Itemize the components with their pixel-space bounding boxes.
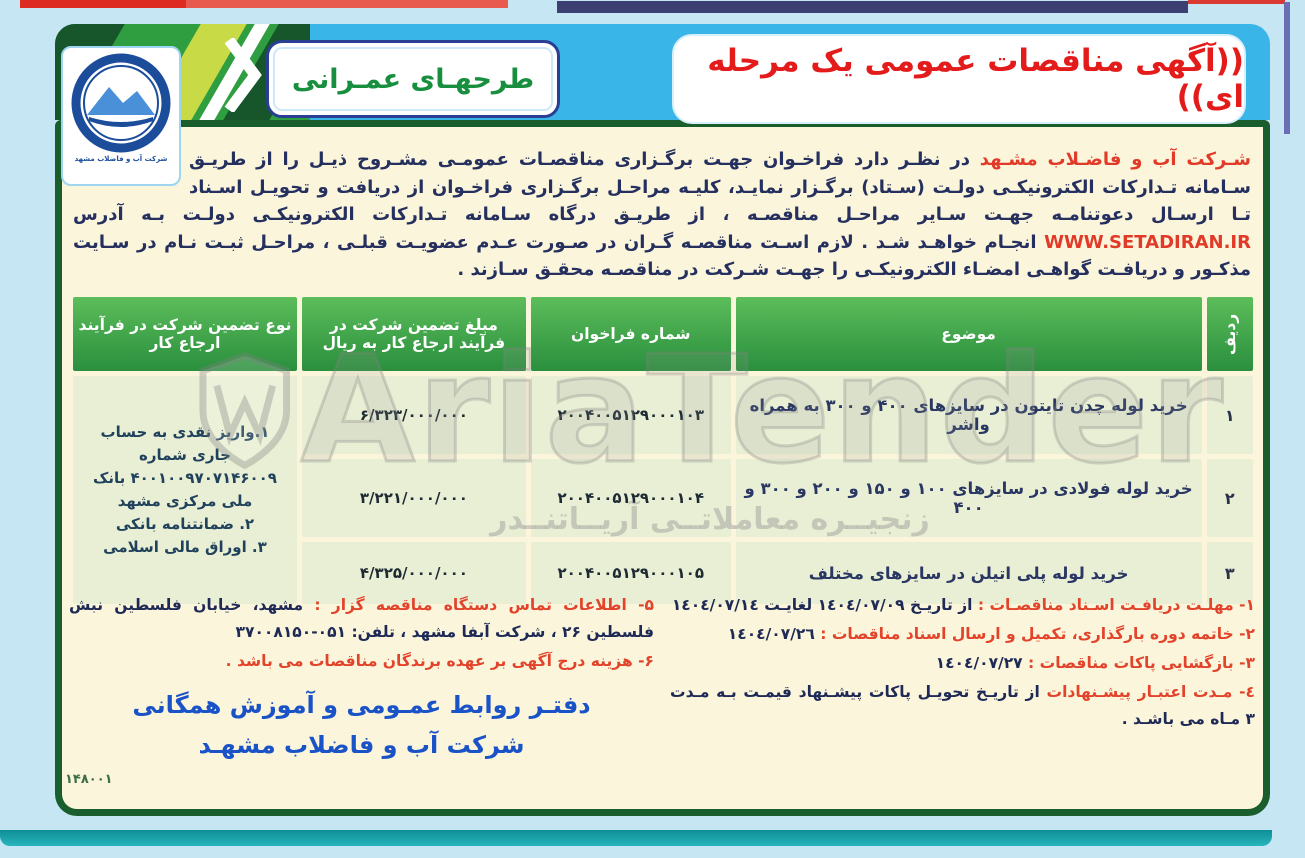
signature-company: شرکت آب و فاضلاب مشهـد [198, 731, 525, 759]
main-title-ribbon: ((آگهی مناقصات عمومی یک مرحله ای)) [672, 34, 1246, 124]
intro-body-2: انجـام خواهـد شـد . لازم اسـت مناقصـه گـ… [73, 231, 1251, 281]
water-company-logo-icon [71, 53, 171, 153]
guarantee-line: جاری شماره [138, 446, 231, 464]
serial-number: ۱۴۸۰۰۱ [65, 772, 113, 787]
table-header-row: ردیف موضوع شماره فراخوان مبلغ تضمین شرکت… [73, 297, 1253, 371]
top-navy-strip [557, 1, 1188, 13]
row-amount: ۳/۲۲۱/۰۰۰/۰۰۰ [301, 459, 526, 537]
row-amount: ۶/۳۲۳/۰۰۰/۰۰۰ [301, 376, 526, 454]
signature-office: دفتـر روابط عمـومی و آموزش همگانی [132, 691, 591, 719]
white-chevron-icon [224, 38, 262, 112]
note-label: ۲- خاتمه دوره بارگذاری، تکمیل و ارسال اس… [820, 625, 1255, 643]
note-label: ۶- هزینه درج آگهی بر عهده برندگان مناقصا… [225, 652, 654, 670]
note-label: ٤- مـدت اعتبـار پیشـنهادات [1046, 683, 1255, 701]
tender-table: ردیف موضوع شماره فراخوان مبلغ تضمین شرکت… [68, 292, 1258, 609]
note-text: ١٤٠٤/٠٧/٢٧ [935, 654, 1029, 672]
note-item-2: ۲- خاتمه دوره بارگذاری، تکمیل و ارسال اس… [670, 621, 1255, 648]
guarantee-type-cell: ۱.واریز نقدی به حساب جاری شماره ۴۰۰۱۰۰۹۷… [73, 376, 297, 604]
header-amount: مبلغ تضمین شرکت در فرآیند ارجاع کار به ر… [301, 297, 526, 371]
intro-paragraph: شـرکت آب و فاضـلاب مشـهد در نظـر دارد فر… [73, 146, 1251, 284]
table-row: ۳ خرید لوله پلی اتیلن در سایزهای مختلف ۲… [73, 542, 1253, 604]
row-call-no: ۲۰۰۴۰۰۵۱۲۹۰۰۰۱۰۴ [530, 459, 731, 537]
guarantee-line: ۴۰۰۱۰۰۹۷۰۷۱۴۶۰۰۹ بانک [92, 469, 277, 487]
header-call-no: شماره فراخوان [530, 297, 731, 371]
row-subject: خرید لوله فولادی در سایزهای ۱۰۰ و ۱۵۰ و … [735, 459, 1202, 537]
notes-right-column: ۱- مهلـت دریافـت اسـناد مناقصـات : از تا… [670, 592, 1255, 765]
guarantee-line: ۱.واریز نقدی به حساب [100, 423, 270, 441]
tender-ad: ۱۴۸۰۰۱ طرحهـای عمـرانی ((آگهی مناقصات عم… [55, 24, 1270, 830]
tender-table-wrap: ردیف موضوع شماره فراخوان مبلغ تضمین شرکت… [68, 292, 1258, 609]
setadiran-url: WWW.SETADIRAN.IR [1044, 231, 1251, 253]
top-red-strip [20, 0, 508, 8]
right-violet-strip [1284, 2, 1290, 134]
intro-body-1: در نظـر دارد فراخـوان جهـت برگـزاری مناق… [73, 149, 1251, 225]
company-name-lead: شـرکت آب و فاضـلاب مشـهد [979, 149, 1251, 170]
sub-title-ribbon: طرحهـای عمـرانی [266, 40, 560, 118]
signature-block: دفتـر روابط عمـومی و آموزش همگانی شرکت آ… [69, 685, 654, 765]
row-subject: خرید لوله چدن تایتون در سایزهای ۴۰۰ و ۳۰… [735, 376, 1202, 454]
guarantee-line: ۳. اوراق مالی اسلامی [103, 538, 267, 556]
table-row: ۲ خرید لوله فولادی در سایزهای ۱۰۰ و ۱۵۰ … [73, 459, 1253, 537]
note-text: مشهد، خیابان فلسطین نبش فلسطین ۲۶ ، شرکت… [69, 596, 654, 641]
header-guarantee-type: نوع تضمین شرکت در فرآیند ارجاع کار [73, 297, 297, 371]
row-no: ۱ [1206, 376, 1253, 454]
row-no: ۲ [1206, 459, 1253, 537]
note-item-1: ۱- مهلـت دریافـت اسـناد مناقصـات : از تا… [670, 592, 1255, 619]
main-title-text: ((آگهی مناقصات عمومی یک مرحله ای)) [707, 43, 1244, 115]
top-right-red-strip [1188, 0, 1285, 4]
row-call-no: ۲۰۰۴۰۰۵۱۲۹۰۰۰۱۰۳ [530, 376, 731, 454]
table-row: ۱ خرید لوله چدن تایتون در سایزهای ۴۰۰ و … [73, 376, 1253, 604]
note-text: از تاریـخ تحویـل پاکات پیشـنهاد قیمـت بـ… [670, 683, 1255, 728]
header-row-no: ردیف [1206, 297, 1253, 371]
sub-title-text: طرحهـای عمـرانی [291, 63, 535, 95]
notes-section: ۱- مهلـت دریافـت اسـناد مناقصـات : از تا… [69, 592, 1255, 765]
note-item-6: ۶- هزینه درج آگهی بر عهده برندگان مناقصا… [69, 648, 654, 675]
note-label: ۳- بازگشایی پاکات مناقصات : [1028, 654, 1255, 672]
note-item-4: ٤- مـدت اعتبـار پیشـنهادات از تاریـخ تحو… [670, 679, 1255, 733]
row-amount: ۴/۳۲۵/۰۰۰/۰۰۰ [301, 542, 526, 604]
header-subject: موضوع [735, 297, 1202, 371]
row-no: ۳ [1206, 542, 1253, 604]
guarantee-line: ۲. ضمانتنامه بانکی [115, 515, 255, 533]
row-subject: خرید لوله پلی اتیلن در سایزهای مختلف [735, 542, 1202, 604]
note-label: ۵- اطلاعات تماس دستگاه مناقصه گزار : [314, 596, 654, 614]
row-call-no: ۲۰۰۴۰۰۵۱۲۹۰۰۰۱۰۵ [530, 542, 731, 604]
note-label: ۱- مهلـت دریافـت اسـناد مناقصـات : [977, 596, 1255, 614]
guarantee-line: ملی مرکزی مشهد [117, 492, 253, 510]
notes-left-column: ۵- اطلاعات تماس دستگاه مناقصه گزار : مشه… [69, 592, 654, 765]
note-item-5: ۵- اطلاعات تماس دستگاه مناقصه گزار : مشه… [69, 592, 654, 646]
company-logo: شرکت آب و فاضلاب مشهد [61, 46, 181, 186]
bottom-teal-bar [0, 830, 1272, 846]
note-text: ١٤٠٤/٠٧/٢٦ [727, 625, 821, 643]
note-text: از تاریـخ ١٤٠٤/٠٧/٠٩ لغایـت ١٤٠٤/٠٧/١٤ [671, 596, 978, 614]
note-item-3: ۳- بازگشایی پاکات مناقصات : ١٤٠٤/٠٧/٢٧ [670, 650, 1255, 677]
logo-caption: شرکت آب و فاضلاب مشهد [74, 155, 168, 163]
